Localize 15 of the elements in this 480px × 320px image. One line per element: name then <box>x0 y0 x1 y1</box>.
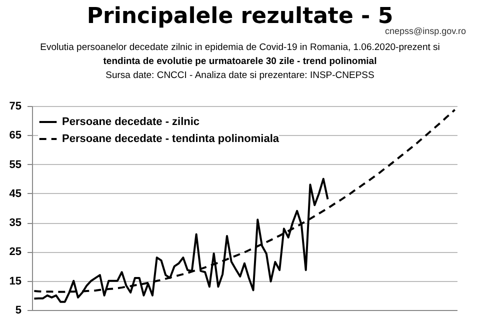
y-tick-label: 25 <box>9 246 22 258</box>
chart-title: Principalele rezultate - 5 <box>86 4 394 29</box>
legend-label: Persoane decedate - tendinta polinomiala <box>62 133 280 145</box>
legend-label: Persoane decedate - zilnic <box>62 116 200 128</box>
text: cnepss@insp.gov.ro <box>384 26 466 36</box>
text: tendinta de evolutie pe urmatoarele 30 zile - trend polinomial <box>102 56 378 67</box>
y-tick-label: 65 <box>9 130 22 142</box>
y-tick-label: 15 <box>9 275 22 288</box>
y-tick-label: 45 <box>9 188 22 200</box>
y-tick-label: 75 <box>9 100 22 112</box>
y-tick-label: 55 <box>9 158 22 171</box>
chart-subtitle: Evolutia persoanelor decedate zilnic in epidemia de Covid-19 in Romania, 1.06.2020-prezent si <box>39 42 441 53</box>
y-tick-label: 35 <box>9 217 22 230</box>
y-tick-label: 5 <box>15 304 22 316</box>
text: Sursa date: CNCCI - Analiza date si prezentare: INSP-CNEPSS <box>104 70 376 81</box>
